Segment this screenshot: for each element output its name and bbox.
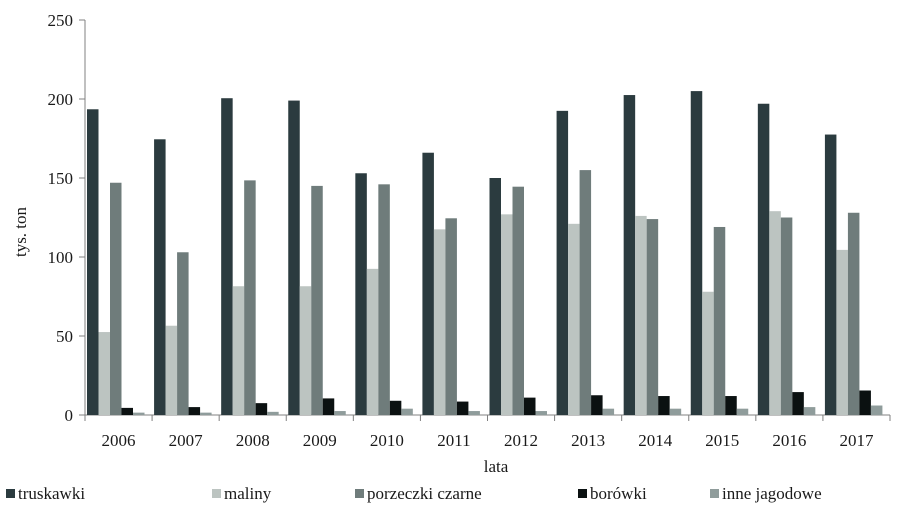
y-tick-label: 100	[48, 248, 74, 267]
bar-maliny-2011	[433, 229, 446, 415]
y-tick-label: 50	[56, 327, 73, 346]
legend-swatch	[578, 489, 587, 498]
bar-borówki-2010	[389, 400, 402, 415]
legend: truskawki maliny porzeczki czarne borówki in…	[6, 484, 822, 503]
bar-porzeczki-czarne-2014	[646, 219, 659, 415]
y-tick-label: 150	[48, 169, 74, 188]
plot-area: 0 50 100 150 200 250 2006 2007 2008 2009 2010 2011 2…	[48, 11, 891, 450]
legend-swatch	[6, 489, 15, 498]
bar-truskawki-2014	[623, 95, 636, 416]
legend-swatch	[212, 489, 221, 498]
bar-borówki-2007	[188, 407, 201, 415]
bar-porzeczki-czarne-2016	[780, 217, 793, 415]
bar-inne-jagodowe-2006	[133, 412, 145, 415]
bar-maliny-2006	[98, 332, 110, 415]
bar-inne-jagodowe-2008	[267, 411, 279, 415]
bar-truskawki-2016	[757, 103, 770, 416]
x-tick-label: 2014	[638, 431, 673, 450]
bar-maliny-2012	[501, 214, 513, 415]
bar-truskawki-2009	[288, 100, 300, 415]
bar-maliny-2014	[635, 215, 647, 415]
bar-porzeczki-czarne-2012	[512, 186, 524, 415]
bar-inne-jagodowe-2010	[401, 408, 413, 415]
y-tick-label: 200	[48, 90, 74, 109]
bar-borówki-2009	[322, 398, 335, 415]
bar-borówki-2015	[725, 396, 737, 415]
bar-inne-jagodowe-2016	[803, 407, 816, 415]
bar-inne-jagodowe-2013	[602, 408, 615, 415]
x-tick-label: 2008	[236, 431, 270, 450]
bar-porzeczki-czarne-2011	[445, 218, 457, 415]
bar-maliny-2007	[165, 325, 178, 415]
bar-borówki-2016	[792, 392, 804, 415]
bar-borówki-2012	[524, 397, 536, 415]
bar-inne-jagodowe-2014	[669, 408, 682, 415]
bar-truskawki-2012	[489, 178, 501, 415]
legend-label: truskawki	[18, 484, 85, 503]
bar-truskawki-2007	[154, 139, 166, 416]
bar-truskawki-2006	[87, 109, 99, 416]
bar-porzeczki-czarne-2007	[177, 252, 189, 415]
legend-label: maliny	[224, 484, 272, 503]
bar-maliny-2016	[769, 211, 781, 415]
x-tick-label: 2013	[571, 431, 605, 450]
bar-inne-jagodowe-2009	[334, 411, 346, 415]
legend-label: porzeczki czarne	[367, 484, 482, 503]
x-tick-label: 2012	[504, 431, 538, 450]
bar-porzeczki-czarne-2008	[244, 180, 256, 415]
bar-borówki-2006	[121, 407, 133, 415]
y-axis-title: tys. ton	[11, 206, 30, 257]
legend-label: inne jagodowe	[722, 484, 822, 503]
bar-porzeczki-czarne-2017	[847, 212, 860, 415]
x-tick-label: 2009	[303, 431, 337, 450]
bar-borówki-2017	[859, 390, 871, 415]
bar-borówki-2014	[658, 396, 670, 415]
bar-maliny-2009	[299, 286, 312, 415]
x-tick-label: 2015	[705, 431, 739, 450]
y-tick-label: 250	[48, 11, 74, 30]
x-axis-title: lata	[484, 457, 509, 476]
bar-truskawki-2010	[355, 173, 367, 415]
y-tick-label: 0	[65, 406, 74, 425]
x-tick-label: 2007	[169, 431, 204, 450]
bar-maliny-2010	[366, 268, 379, 415]
x-tick-label: 2017	[839, 431, 874, 450]
x-tick-label: 2011	[437, 431, 470, 450]
x-tick-label: 2006	[102, 431, 136, 450]
bar-porzeczki-czarne-2015	[713, 226, 726, 415]
x-tick-label: 2010	[370, 431, 404, 450]
bar-inne-jagodowe-2012	[535, 411, 547, 415]
bar-truskawki-2008	[221, 98, 233, 416]
bar-borówki-2011	[456, 401, 469, 415]
bar-truskawki-2017	[824, 134, 837, 416]
bar-inne-jagodowe-2015	[736, 408, 749, 415]
bar-maliny-2015	[702, 291, 714, 415]
bar-truskawki-2013	[556, 110, 569, 415]
bar-borówki-2008	[255, 403, 268, 415]
bar-inne-jagodowe-2017	[870, 405, 883, 415]
legend-label: borówki	[590, 484, 647, 503]
legend-swatch	[710, 489, 719, 498]
bar-porzeczki-czarne-2010	[378, 184, 390, 415]
bar-porzeczki-czarne-2006	[110, 182, 122, 415]
bar-inne-jagodowe-2007	[200, 412, 212, 415]
bar-maliny-2017	[836, 249, 848, 415]
bar-porzeczki-czarne-2013	[579, 170, 592, 415]
x-tick-label: 2016	[772, 431, 806, 450]
bar-maliny-2013	[568, 223, 580, 415]
bar-truskawki-2011	[422, 152, 434, 415]
bar-maliny-2008	[232, 286, 245, 415]
bar-borówki-2013	[591, 395, 603, 415]
bar-truskawki-2015	[690, 91, 703, 415]
bar-porzeczki-czarne-2009	[311, 185, 323, 415]
bar-inne-jagodowe-2011	[468, 411, 480, 415]
legend-swatch	[355, 489, 364, 498]
